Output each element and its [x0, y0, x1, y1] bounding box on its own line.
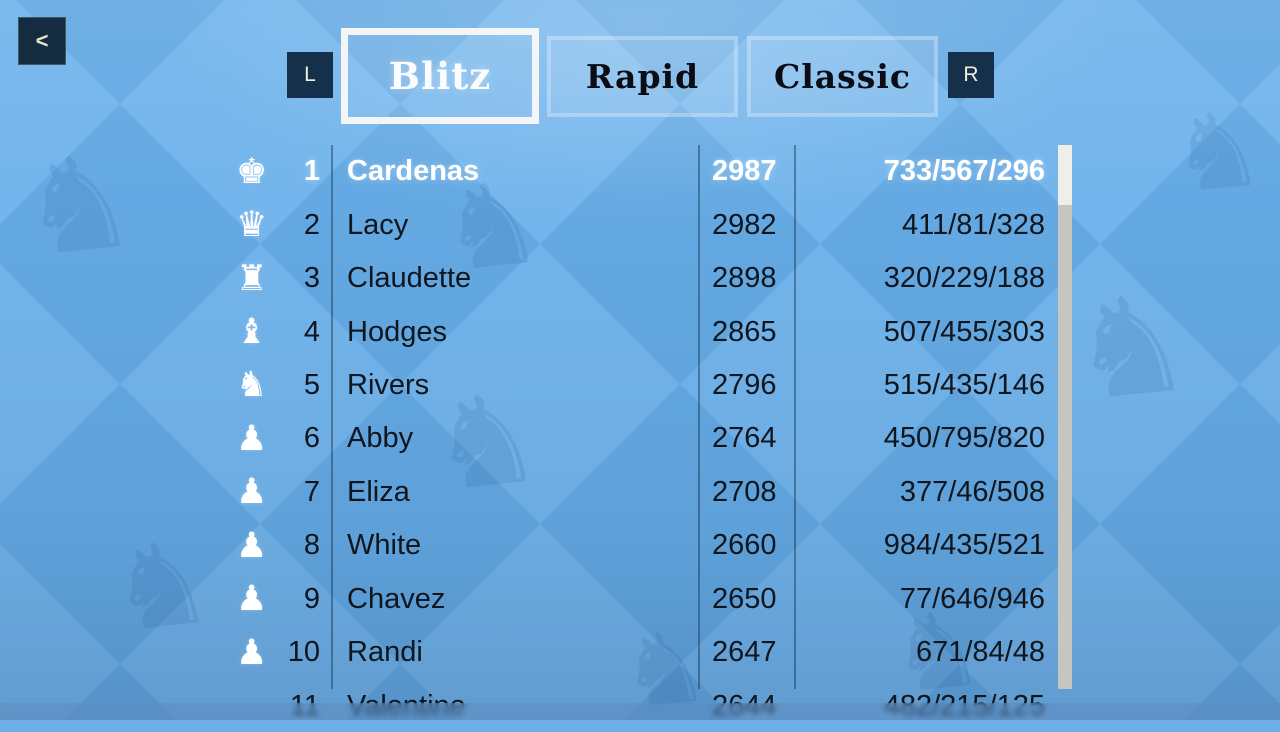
leaderboard-row[interactable]: ♚ 1 Cardenas 2987 733/567/296: [210, 145, 1072, 198]
scrollbar-thumb[interactable]: [1058, 145, 1072, 205]
leaderboard-row[interactable]: ♟ 8 White 2660 984/435/521: [210, 519, 1072, 572]
player-name: Valentine: [347, 689, 466, 720]
knight-watermark-icon: ♞: [1062, 263, 1199, 432]
rating-value: 2660: [712, 529, 777, 562]
record-value: 320/229/188: [883, 262, 1045, 295]
player-name: Hodges: [347, 315, 447, 348]
player-name: Cardenas: [347, 155, 480, 188]
player-name: Eliza: [347, 475, 410, 508]
tab-classic[interactable]: Classic: [747, 36, 938, 117]
rank-label: 11: [289, 689, 320, 720]
record-value: 77/646/946: [899, 582, 1045, 615]
leaderboard-row[interactable]: ♛ 2 Lacy 2982 411/81/328: [210, 198, 1072, 251]
rank-label: 3: [303, 262, 320, 295]
knight-watermark-icon: ♞: [1163, 86, 1271, 218]
rank-label: 7: [303, 475, 320, 508]
record-value: 671/84/48: [915, 636, 1045, 669]
leaderboard-row[interactable]: ♟ 6 Abby 2764 450/795/820: [210, 412, 1072, 465]
rank-cell: ♟ 7: [210, 472, 320, 512]
right-bumper-button[interactable]: R: [948, 52, 994, 98]
rank-cell: ♟ 8: [210, 526, 320, 566]
rating-value: 2898: [712, 262, 777, 295]
rank-label: 2: [303, 208, 320, 241]
scrollbar[interactable]: [1058, 145, 1072, 689]
record-value: 733/567/296: [883, 155, 1045, 188]
leaderboard-row[interactable]: ♞ 5 Rivers 2796 515/435/146: [210, 359, 1072, 412]
rank-cell: ♜ 3: [210, 259, 320, 299]
tab-blitz-label: Blitz: [388, 54, 492, 98]
leaderboard-row[interactable]: ♟ 7 Eliza 2708 377/46/508: [210, 466, 1072, 519]
rank-label: 1: [303, 155, 320, 188]
record-value: 411/81/328: [902, 208, 1045, 241]
rating-value: 2764: [712, 422, 777, 455]
pawn-icon: ♟: [236, 579, 268, 620]
rank-cell: 11: [210, 690, 320, 720]
leaderboard-row[interactable]: ♜ 3 Claudette 2898 320/229/188: [210, 252, 1072, 305]
rank-cell: ♚ 1: [210, 152, 320, 192]
rank-label: 4: [303, 315, 320, 348]
rank-label: 6: [303, 422, 320, 455]
rating-value: 2982: [712, 208, 777, 241]
bishop-icon: ♝: [236, 312, 268, 353]
record-value: 507/455/303: [883, 315, 1045, 348]
column-divider: [794, 145, 796, 689]
knight-watermark-icon: ♞: [103, 514, 220, 660]
rating-value: 2650: [712, 582, 777, 615]
rating-value: 2708: [712, 475, 777, 508]
rating-value: 2987: [712, 155, 777, 188]
right-bumper-label: R: [963, 63, 979, 86]
pawn-icon: ♟: [236, 418, 268, 459]
rank-label: 5: [303, 368, 320, 401]
player-name: Randi: [347, 636, 423, 669]
rank-cell: ♟ 10: [210, 633, 320, 673]
left-bumper-label: L: [304, 63, 316, 86]
tab-rapid[interactable]: Rapid: [547, 36, 738, 117]
record-value: 377/46/508: [899, 475, 1045, 508]
player-name: White: [347, 529, 422, 562]
back-chevron-icon: <: [35, 28, 49, 53]
leaderboard: ♚ 1 Cardenas 2987 733/567/296 ♛ 2 Lacy 2…: [210, 145, 1072, 720]
rank-cell: ♟ 6: [210, 419, 320, 459]
rank-cell: ♝ 4: [210, 312, 320, 352]
back-button[interactable]: <: [18, 17, 66, 65]
knight-icon: ♞: [236, 365, 268, 406]
rank-label: 8: [303, 529, 320, 562]
rating-value: 2796: [712, 368, 777, 401]
record-value: 515/435/146: [883, 368, 1045, 401]
rank-label: 10: [287, 636, 320, 669]
queen-icon: ♛: [236, 205, 268, 246]
tab-classic-label: Classic: [774, 57, 911, 96]
player-name: Chavez: [347, 582, 446, 615]
pawn-icon: ♟: [236, 525, 268, 566]
left-bumper-button[interactable]: L: [287, 52, 333, 98]
player-name: Claudette: [347, 262, 472, 295]
leaderboard-row[interactable]: ♟ 9 Chavez 2650 77/646/946: [210, 573, 1072, 626]
rating-value: 2647: [712, 636, 777, 669]
leaderboard-row[interactable]: 11 Valentine 2644 482/215/125: [210, 679, 1072, 720]
leaderboard-rows: ♚ 1 Cardenas 2987 733/567/296 ♛ 2 Lacy 2…: [210, 145, 1072, 720]
column-divider: [331, 145, 333, 689]
rank-cell: ♛ 2: [210, 205, 320, 245]
record-value: 482/215/125: [883, 689, 1045, 720]
leaderboard-row[interactable]: ♝ 4 Hodges 2865 507/455/303: [210, 305, 1072, 358]
tab-rapid-label: Rapid: [585, 57, 700, 96]
record-value: 450/795/820: [883, 422, 1045, 455]
rank-label: 9: [303, 582, 320, 615]
rating-value: 2644: [712, 689, 777, 720]
rook-icon: ♜: [236, 258, 268, 299]
pawn-icon: ♟: [236, 472, 268, 513]
player-name: Abby: [347, 422, 414, 455]
rank-cell: ♞ 5: [210, 365, 320, 405]
player-name: Rivers: [347, 368, 430, 401]
pawn-icon: ♟: [236, 632, 268, 673]
leaderboard-row[interactable]: ♟ 10 Randi 2647 671/84/48: [210, 626, 1072, 679]
rating-value: 2865: [712, 315, 777, 348]
rank-cell: ♟ 9: [210, 579, 320, 619]
king-icon: ♚: [236, 151, 268, 192]
record-value: 984/435/521: [883, 529, 1045, 562]
column-divider: [698, 145, 700, 689]
tab-blitz[interactable]: Blitz: [341, 28, 539, 124]
player-name: Lacy: [347, 208, 409, 241]
knight-watermark-icon: ♞: [12, 123, 145, 287]
